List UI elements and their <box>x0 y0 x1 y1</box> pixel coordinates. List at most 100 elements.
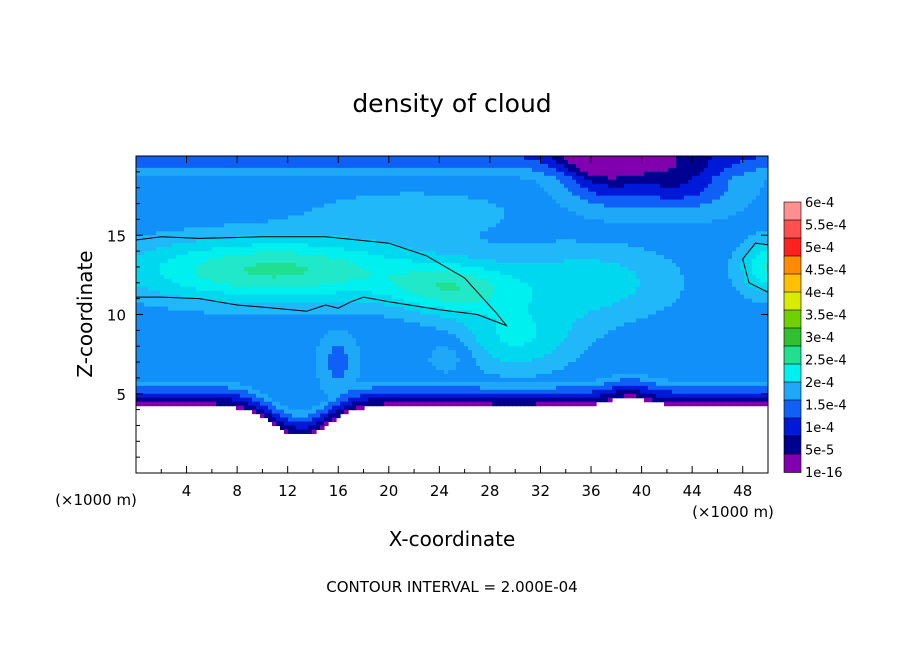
field-cell <box>268 401 273 407</box>
field-cell <box>324 306 329 312</box>
field-cell <box>304 227 309 232</box>
field-cell <box>388 330 393 335</box>
field-cell <box>164 397 169 403</box>
field-cell <box>416 397 421 403</box>
field-cell <box>244 274 249 280</box>
field-cell <box>272 159 277 165</box>
field-cell <box>336 223 341 228</box>
field-cell <box>248 255 253 260</box>
field-cell <box>380 278 385 284</box>
field-cell <box>316 255 321 260</box>
field-cell <box>248 207 253 213</box>
field-cell <box>440 346 445 351</box>
field-cell <box>372 211 377 217</box>
field-cell <box>256 211 261 217</box>
field-cell <box>188 191 193 197</box>
field-cell <box>396 373 401 379</box>
field-cell <box>352 405 357 411</box>
field-cell <box>152 358 157 363</box>
field-cell <box>352 163 357 169</box>
field-cell <box>368 167 373 173</box>
field-cell <box>340 262 345 268</box>
field-cell <box>256 342 261 347</box>
field-cell <box>308 314 313 320</box>
field-cell <box>440 199 445 205</box>
field-cell <box>392 401 397 407</box>
field-cell <box>428 397 433 403</box>
field-cell <box>348 191 353 197</box>
field-cell <box>184 171 189 177</box>
field-cell <box>336 334 341 339</box>
field-cell <box>224 195 229 201</box>
field-cell <box>240 385 245 391</box>
field-cell <box>368 381 373 387</box>
field-cell <box>212 366 217 371</box>
field-cell <box>212 373 217 379</box>
field-cell <box>164 171 169 177</box>
field-cell <box>264 239 269 244</box>
field-cell <box>192 290 197 296</box>
field-cell <box>280 227 285 232</box>
field-cell <box>428 243 433 248</box>
field-cell <box>164 187 169 193</box>
field-cell <box>408 334 413 339</box>
field-cell <box>240 350 245 355</box>
field-cell <box>444 183 449 189</box>
field-cell <box>332 310 337 316</box>
field-cell <box>324 405 329 411</box>
field-cell <box>280 167 285 173</box>
field-cell <box>256 369 261 375</box>
field-cell <box>380 290 385 296</box>
field-cell <box>212 171 217 177</box>
field-cell <box>396 156 401 161</box>
field-cell <box>308 393 313 399</box>
field-cell <box>352 278 357 284</box>
field-cell <box>420 401 425 407</box>
field-cell <box>432 191 437 197</box>
field-cell <box>388 191 393 197</box>
field-cell <box>332 322 337 327</box>
field-cell <box>304 247 309 252</box>
field-cell <box>216 251 221 256</box>
field-cell <box>224 199 229 205</box>
field-cell <box>168 369 173 375</box>
field-cell <box>136 373 141 379</box>
field-cell <box>312 334 317 339</box>
field-cell <box>436 393 441 399</box>
field-cell <box>172 227 177 232</box>
field-cell <box>428 314 433 320</box>
field-cell <box>284 389 289 395</box>
field-cell <box>248 397 253 403</box>
field-cell <box>380 318 385 324</box>
field-cell <box>344 156 349 161</box>
field-cell <box>160 227 165 232</box>
field-cell <box>200 191 205 197</box>
field-cell <box>380 397 385 403</box>
field-cell <box>224 302 229 308</box>
field-cell <box>176 401 181 407</box>
field-cell <box>280 159 285 165</box>
field-cell <box>140 159 145 165</box>
field-cell <box>404 243 409 248</box>
field-cell <box>404 199 409 205</box>
field-cell <box>324 385 329 391</box>
field-cell <box>252 358 257 363</box>
field-cell <box>440 179 445 185</box>
field-cell <box>348 318 353 324</box>
field-cell <box>356 171 361 177</box>
field-cell <box>360 266 365 272</box>
field-cell <box>412 322 417 327</box>
field-cell <box>160 393 165 399</box>
field-cell <box>352 270 357 276</box>
field-cell <box>384 330 389 335</box>
field-cell <box>276 322 281 327</box>
field-cell <box>140 389 145 395</box>
field-cell <box>240 199 245 205</box>
field-cell <box>388 286 393 292</box>
field-cell <box>256 167 261 173</box>
field-cell <box>332 338 337 343</box>
field-cell <box>256 235 261 240</box>
field-cell <box>348 381 353 387</box>
field-cell <box>348 298 353 304</box>
field-cell <box>184 338 189 343</box>
